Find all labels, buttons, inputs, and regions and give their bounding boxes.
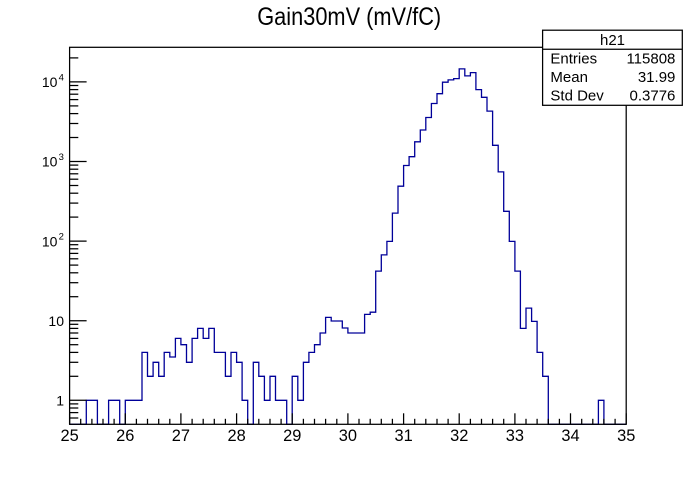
svg-text:1: 1 bbox=[56, 393, 64, 409]
svg-text:34: 34 bbox=[561, 427, 579, 445]
svg-text:2: 2 bbox=[59, 232, 64, 243]
svg-text:Gain30mV (mV/fC): Gain30mV (mV/fC) bbox=[257, 3, 441, 31]
svg-text:Std Dev: Std Dev bbox=[550, 87, 604, 104]
svg-text:27: 27 bbox=[172, 427, 190, 445]
svg-text:31.99: 31.99 bbox=[638, 69, 676, 86]
svg-text:10: 10 bbox=[48, 313, 64, 329]
svg-text:0.3776: 0.3776 bbox=[630, 87, 676, 104]
svg-text:10: 10 bbox=[42, 74, 58, 90]
svg-text:33: 33 bbox=[506, 427, 524, 445]
svg-text:3: 3 bbox=[59, 152, 64, 163]
svg-text:25: 25 bbox=[60, 427, 78, 445]
svg-text:29: 29 bbox=[283, 427, 301, 445]
svg-text:h21: h21 bbox=[600, 32, 625, 49]
svg-text:4: 4 bbox=[59, 72, 64, 83]
svg-text:10: 10 bbox=[42, 154, 58, 170]
svg-text:35: 35 bbox=[617, 427, 635, 445]
svg-text:Mean: Mean bbox=[550, 69, 588, 86]
svg-text:115808: 115808 bbox=[626, 51, 675, 68]
svg-text:28: 28 bbox=[227, 427, 245, 445]
svg-text:Entries: Entries bbox=[550, 51, 597, 68]
svg-text:10: 10 bbox=[42, 233, 58, 249]
svg-text:31: 31 bbox=[394, 427, 412, 445]
svg-text:26: 26 bbox=[116, 427, 134, 445]
svg-text:30: 30 bbox=[339, 427, 357, 445]
svg-text:32: 32 bbox=[450, 427, 468, 445]
